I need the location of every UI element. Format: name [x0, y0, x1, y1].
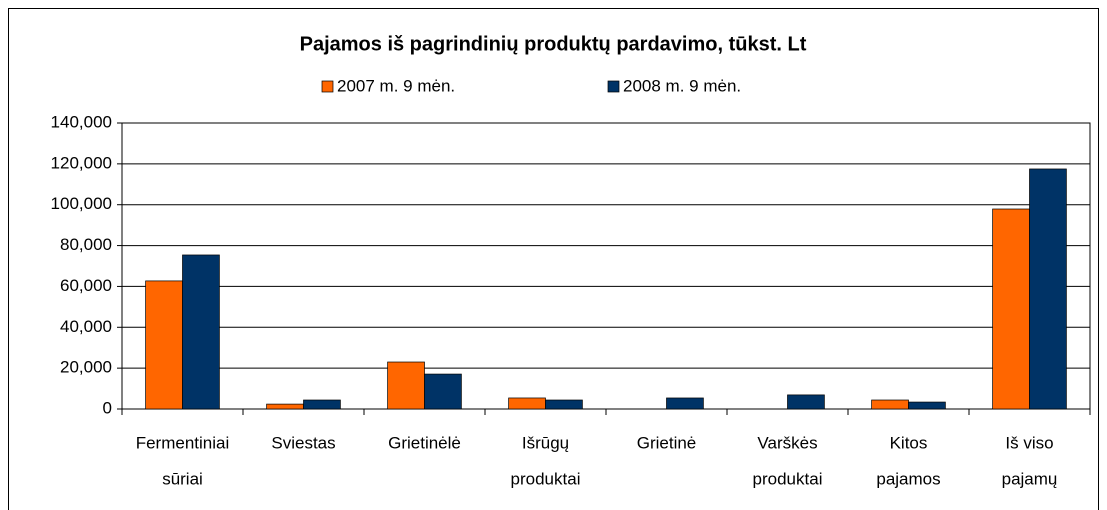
bar	[145, 280, 183, 410]
x-tick-label: pajamos	[876, 469, 940, 488]
x-tick-label: Sviestas	[271, 433, 335, 452]
x-tick-label: Iš viso	[1005, 433, 1053, 452]
x-tick-label: Kitos	[890, 433, 928, 452]
bar	[545, 399, 583, 410]
x-tick-label: produktai	[753, 469, 823, 488]
bar	[266, 403, 304, 410]
y-tick-label: 140,000	[51, 112, 112, 131]
chart-title: Pajamos iš pagrindinių produktų pardavim…	[300, 33, 807, 55]
bar	[303, 399, 341, 410]
bar	[666, 397, 704, 410]
x-tick-label: Fermentiniai	[136, 433, 230, 452]
y-tick-label: 100,000	[51, 194, 112, 213]
x-tick-label: produktai	[511, 469, 581, 488]
y-tick-label: 60,000	[60, 276, 112, 295]
legend-swatch	[321, 80, 334, 93]
bar	[182, 254, 220, 410]
x-tick-label: Grietinėlė	[388, 433, 461, 452]
y-tick-label: 0	[103, 398, 112, 417]
bar	[992, 208, 1030, 410]
x-tick-label: sūriai	[162, 469, 203, 488]
x-tick-label: pajamų	[1002, 469, 1058, 488]
legend-swatch	[607, 80, 620, 93]
bar	[508, 397, 546, 410]
plot-area	[121, 122, 1091, 410]
y-tick-label: 40,000	[60, 317, 112, 336]
x-tick-label: Grietinė	[637, 433, 697, 452]
y-tick-label: 120,000	[51, 153, 112, 172]
legend-label: 2008 m. 9 mėn.	[623, 76, 741, 95]
bar	[908, 401, 946, 410]
y-tick-label: 80,000	[60, 235, 112, 254]
y-tick-label: 20,000	[60, 358, 112, 377]
x-tick-label: Varškės	[757, 433, 817, 452]
bar	[871, 399, 909, 410]
x-tick-label: Išrūgų	[522, 433, 569, 452]
chart-frame	[8, 8, 1099, 510]
bar	[1029, 168, 1067, 410]
bar	[424, 373, 462, 410]
bar	[387, 361, 425, 410]
legend-label: 2007 m. 9 mėn.	[337, 76, 455, 95]
bar	[787, 394, 825, 410]
